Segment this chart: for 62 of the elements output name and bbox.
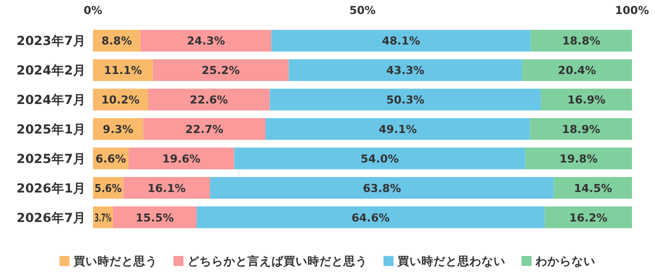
data-label: 54.0% (360, 152, 399, 166)
bar (540, 88, 632, 110)
data-label: 50.3% (386, 94, 424, 107)
data-label: 5.6% (94, 182, 126, 195)
data-label: 16.1% (147, 182, 186, 195)
data-label: 16.9% (567, 94, 606, 107)
data-label: 10.2% (101, 94, 140, 107)
data-label: 14.5% (574, 182, 612, 195)
data-label: 15.5% (136, 211, 174, 224)
y-tick-label: 2025年7月 (16, 150, 86, 166)
data-label: 18.9% (562, 123, 600, 136)
legend-label: 買い時だと思う (72, 254, 158, 268)
bar (288, 59, 522, 82)
data-label: 8.8% (101, 34, 132, 48)
bar (265, 118, 530, 140)
y-tick-label: 2024年2月 (16, 62, 86, 78)
data-label: 16.2% (569, 211, 608, 224)
data-label: 22.6% (190, 94, 228, 107)
x-tick-label: 50% (349, 4, 376, 17)
data-label: 22.7% (185, 123, 224, 136)
data-label: 11.1% (104, 64, 142, 78)
data-label: 63.8% (362, 182, 401, 195)
bar (530, 118, 632, 140)
data-label: 64.6% (352, 211, 390, 224)
bar (140, 30, 272, 52)
data-label: 6.6% (96, 152, 126, 166)
bar (234, 148, 526, 170)
y-tick-label: 2025年1月 (16, 122, 86, 136)
data-label: 9.3% (102, 123, 134, 136)
bar (544, 206, 632, 228)
y-tick-label: 2024年7月 (16, 92, 86, 108)
y-tick-label: 2026年7月 (16, 210, 86, 225)
data-label: 48.1% (382, 34, 420, 48)
bar (270, 88, 541, 110)
data-label: 43.3% (386, 64, 424, 78)
bar (128, 148, 234, 170)
y-tick-label: 2026年1月 (16, 180, 86, 196)
bar (271, 30, 531, 52)
bar (143, 118, 266, 140)
x-tick-label: 100% (615, 4, 649, 17)
bar (525, 148, 632, 170)
bar (522, 59, 632, 82)
y-tick-label: 2023年7月 (16, 33, 86, 48)
data-label: 3.7% (94, 211, 126, 224)
legend-label: どちらかと言えば買い時だと思う (188, 254, 368, 268)
data-label: 18.8% (562, 34, 600, 48)
bar (148, 88, 270, 110)
data-label: 49.1% (378, 123, 417, 136)
bar (530, 30, 632, 52)
bar (152, 59, 289, 82)
bar (112, 206, 196, 228)
bar (123, 176, 210, 199)
bar (210, 176, 554, 199)
data-label: 19.6% (162, 152, 200, 166)
data-label: 24.3% (186, 34, 226, 48)
x-tick-label: 0% (84, 4, 102, 17)
bar (196, 206, 545, 228)
data-label: 19.8% (560, 152, 598, 166)
legend-label: わからない (534, 254, 596, 268)
legend-label: 買い時だと思わない (396, 254, 506, 268)
data-label: 20.4% (558, 64, 596, 78)
data-label: 25.2% (202, 64, 240, 78)
